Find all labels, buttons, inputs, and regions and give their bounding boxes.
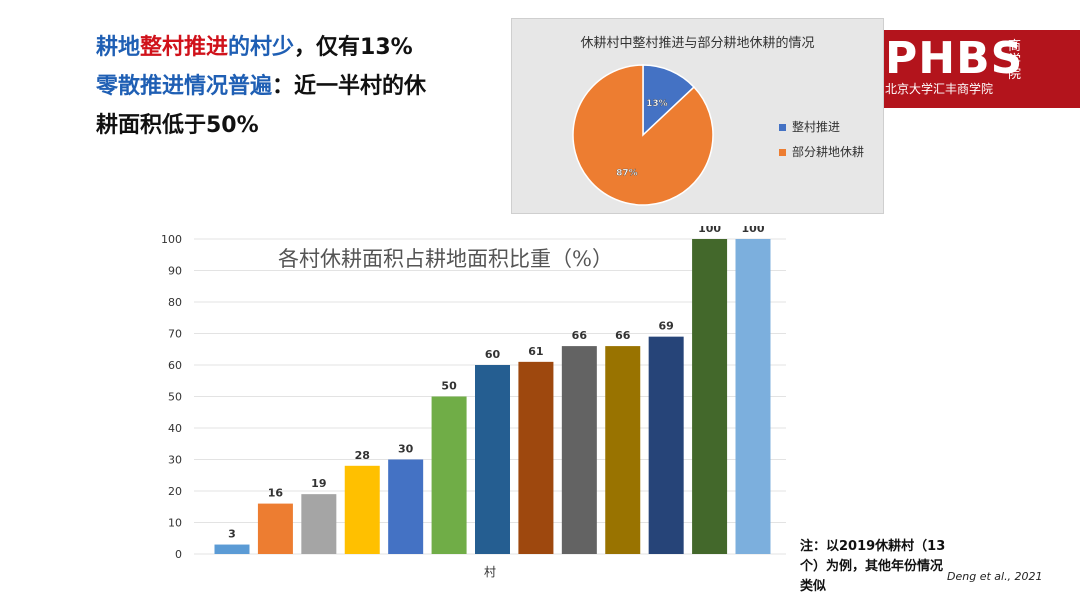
y-tick-label: 40 (168, 422, 182, 435)
headline-segment: ：近一半村的休 (272, 74, 427, 99)
legend-item-whole-village: 整村推进 (779, 118, 864, 135)
headline-segment: 的村少 (228, 35, 295, 60)
bar-value-label: 3 (228, 528, 236, 541)
headline-segment: 耕地 (96, 35, 141, 60)
bar (214, 544, 250, 554)
bar-value-label: 100 (698, 226, 721, 235)
headline-segment: 耕面积低于50% (96, 113, 259, 138)
logo-sub-text: 北京大学汇丰商学院 (885, 82, 994, 96)
bar-value-label: 69 (659, 320, 674, 333)
bar-value-label: 100 (742, 226, 765, 235)
x-axis-label: 村 (484, 565, 496, 579)
bar-value-label: 30 (398, 443, 414, 456)
bar-value-label: 16 (268, 487, 284, 500)
headline-line-2: 零散推进情况普遍：近一半村的休 (96, 67, 516, 106)
bar (475, 365, 510, 554)
pie-slice-label: 13% (646, 99, 668, 109)
y-tick-label: 10 (168, 517, 182, 530)
pie-chart-title: 休耕村中整村推进与部分耕地休耕的情况 (580, 36, 815, 51)
logo-main-text: PHBS (885, 33, 1024, 84)
legend-swatch (779, 149, 786, 156)
bar (344, 465, 380, 554)
headline-segment: 整村推进 (140, 35, 229, 60)
bar-value-label: 28 (355, 449, 370, 462)
bar (431, 396, 467, 554)
logo-seal-calligraphy: 商学院 (1008, 39, 1022, 82)
y-tick-label: 60 (168, 359, 182, 372)
bar (301, 494, 337, 554)
bar (692, 239, 728, 554)
headline-segment: 零散推进情况普遍 (96, 74, 273, 99)
bar (735, 239, 771, 554)
pie-slice (572, 64, 714, 206)
legend-swatch (779, 124, 786, 131)
headline: 耕地整村推进的村少，仅有13% 零散推进情况普遍：近一半村的休 耕面积低于50% (96, 28, 516, 145)
legend-label: 整村推进 (792, 120, 841, 134)
bar-value-label: 19 (311, 477, 326, 490)
phbs-logo (880, 30, 1080, 108)
bar-value-label: 61 (528, 345, 543, 358)
headline-line-3: 耕面积低于50% (96, 106, 516, 145)
pie-slice-label: 87% (616, 168, 638, 178)
y-tick-label: 20 (168, 485, 182, 498)
pie-slice (642, 64, 696, 137)
y-tick-label: 100 (161, 233, 182, 246)
headline-line-1: 耕地整村推进的村少，仅有13% (96, 28, 516, 67)
bar (561, 346, 597, 554)
y-tick-label: 50 (168, 391, 182, 404)
footnote: 注：以2019休耕村（13个）为例，其他年份情况类似 (800, 539, 946, 594)
y-tick-label: 30 (168, 454, 182, 467)
bar (605, 346, 641, 554)
bar-chart-title: 各村休耕面积占耕地面积比重（%） (278, 247, 613, 271)
bar-value-label: 66 (615, 329, 631, 342)
y-tick-label: 70 (168, 328, 182, 341)
pie-legend: 整村推进 部分耕地休耕 (779, 118, 864, 160)
y-tick-label: 80 (168, 296, 182, 309)
citation: Deng et al., 2021 (947, 570, 1043, 583)
bar-chart: 0 10 20 30 40 50 60 70 80 90 100 3 16 19 28 30 50 60 61 66 6… (161, 226, 786, 579)
pie-chart: 13% 87% (572, 64, 714, 206)
legend-label: 部分耕地休耕 (792, 145, 865, 159)
y-tick-label: 90 (168, 265, 182, 278)
bar-value-label: 60 (485, 348, 501, 361)
headline-segment: ，仅有13% (294, 35, 413, 60)
bar (388, 459, 424, 554)
y-tick-label: 0 (175, 548, 182, 561)
bar (257, 503, 293, 554)
bar-value-label: 66 (572, 329, 588, 342)
bar (648, 336, 684, 554)
legend-item-partial: 部分耕地休耕 (779, 143, 864, 160)
bar (518, 361, 554, 554)
bar-value-label: 50 (441, 380, 457, 393)
